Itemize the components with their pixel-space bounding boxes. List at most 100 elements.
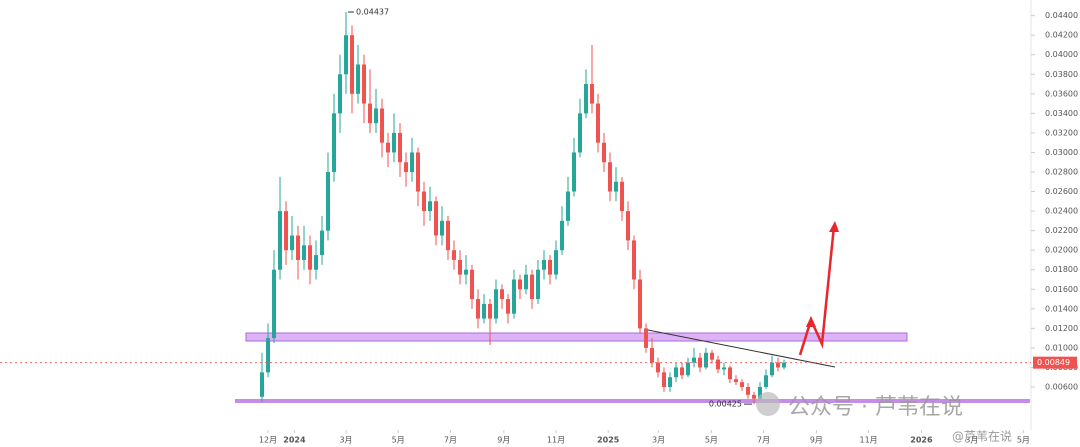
trend-line bbox=[647, 329, 836, 368]
candle-body bbox=[296, 235, 301, 260]
candle-body bbox=[674, 367, 679, 378]
candle-body bbox=[368, 103, 373, 124]
candle-body bbox=[554, 250, 559, 275]
candle-body bbox=[722, 367, 727, 370]
candle-body bbox=[494, 289, 499, 319]
candle-body bbox=[350, 35, 355, 94]
x-tick-label: 3月 bbox=[965, 436, 978, 445]
candle-body bbox=[692, 357, 697, 363]
candle-body bbox=[320, 230, 325, 256]
x-tick-label: 2025 bbox=[597, 436, 620, 445]
candle-body bbox=[662, 372, 667, 387]
candle-body bbox=[410, 152, 415, 172]
x-tick-label: 12月 bbox=[259, 436, 277, 445]
last-price-label: 0.00849 bbox=[1037, 358, 1070, 367]
candle-body bbox=[656, 362, 661, 373]
candle-body bbox=[728, 367, 733, 380]
candle-body bbox=[782, 362, 787, 368]
candle-body bbox=[560, 220, 565, 251]
candle-body bbox=[488, 303, 493, 319]
candle-body bbox=[686, 362, 691, 376]
y-tick-label: 0.03200 bbox=[1045, 128, 1078, 137]
y-tick-label: 0.02200 bbox=[1045, 226, 1078, 235]
candle-body bbox=[290, 235, 295, 251]
candle-body bbox=[578, 113, 583, 153]
x-tick-label: 11月 bbox=[860, 436, 878, 445]
x-tick-label: 9月 bbox=[497, 436, 510, 445]
candle-body bbox=[356, 64, 361, 94]
candle-body bbox=[596, 103, 601, 143]
candle-body bbox=[476, 299, 481, 319]
candle-body bbox=[332, 113, 337, 172]
low-label: 0.00425 bbox=[709, 400, 742, 409]
candle-body bbox=[302, 245, 307, 260]
candle-body bbox=[314, 255, 319, 270]
y-tick-label: 0.01400 bbox=[1045, 304, 1078, 313]
candle-body bbox=[260, 372, 265, 397]
watermark-icon bbox=[756, 392, 780, 416]
candle-body bbox=[668, 377, 673, 387]
candle-body bbox=[380, 108, 385, 143]
y-tick-label: 0.03400 bbox=[1045, 109, 1078, 118]
candle-body bbox=[608, 162, 613, 192]
y-tick-label: 0.04000 bbox=[1045, 50, 1078, 59]
candle-body bbox=[452, 250, 457, 260]
candle-body bbox=[470, 269, 475, 300]
candle-body bbox=[284, 211, 289, 251]
y-tick-label: 0.00600 bbox=[1045, 383, 1078, 392]
candle-body bbox=[770, 362, 775, 376]
candle-body bbox=[482, 303, 487, 319]
candle-body bbox=[404, 162, 409, 172]
x-tick-label: 7月 bbox=[757, 436, 770, 445]
candle-body bbox=[530, 274, 535, 300]
candle-body bbox=[506, 299, 511, 314]
candle-body bbox=[602, 142, 607, 163]
y-tick-label: 0.02800 bbox=[1045, 168, 1078, 177]
y-tick-label: 0.03800 bbox=[1045, 70, 1078, 79]
x-tick-label: 2024 bbox=[283, 436, 306, 445]
candle-body bbox=[716, 359, 721, 370]
candle-body bbox=[590, 84, 595, 104]
y-tick-label: 0.02600 bbox=[1045, 187, 1078, 196]
candle-body bbox=[752, 394, 757, 399]
last-price-box bbox=[1033, 356, 1077, 369]
x-tick-label: 11月 bbox=[547, 436, 565, 445]
candle-body bbox=[710, 352, 715, 360]
candle-body bbox=[626, 211, 631, 241]
candle-body bbox=[536, 269, 541, 300]
candle-body bbox=[392, 132, 397, 153]
support-line bbox=[235, 399, 1030, 403]
candle-body bbox=[428, 201, 433, 212]
y-tick-label: 0.03600 bbox=[1045, 89, 1078, 98]
candle-body bbox=[548, 259, 553, 275]
candle-body bbox=[458, 259, 463, 275]
candle-body bbox=[680, 367, 685, 376]
candle-body bbox=[362, 64, 367, 104]
x-tick-label: 9月 bbox=[810, 436, 823, 445]
candle-body bbox=[344, 35, 349, 75]
candle-body bbox=[326, 172, 331, 231]
candle-body bbox=[650, 347, 655, 363]
watermark-handle: @芦苇在说 bbox=[952, 429, 1012, 444]
candle-body bbox=[338, 74, 343, 114]
candle-body bbox=[542, 259, 547, 270]
candle-body bbox=[440, 220, 445, 236]
candle-body bbox=[566, 191, 571, 221]
candle-body bbox=[308, 245, 313, 270]
candle-body bbox=[266, 338, 271, 373]
candle-body bbox=[512, 279, 517, 314]
candle-body bbox=[746, 387, 751, 395]
watermark: 公众号 · 芦苇在说 bbox=[788, 395, 963, 420]
candle-body bbox=[422, 191, 427, 212]
candle-body bbox=[386, 142, 391, 153]
candle-body bbox=[740, 382, 745, 387]
candle-body bbox=[776, 362, 781, 368]
y-tick-label: 0.04200 bbox=[1045, 31, 1078, 40]
y-tick-label: 0.04400 bbox=[1045, 11, 1078, 20]
candle-body bbox=[524, 274, 529, 290]
candle-body bbox=[758, 387, 763, 399]
candle-body bbox=[272, 269, 277, 339]
candle-body bbox=[464, 269, 469, 275]
candle-body bbox=[416, 152, 421, 192]
